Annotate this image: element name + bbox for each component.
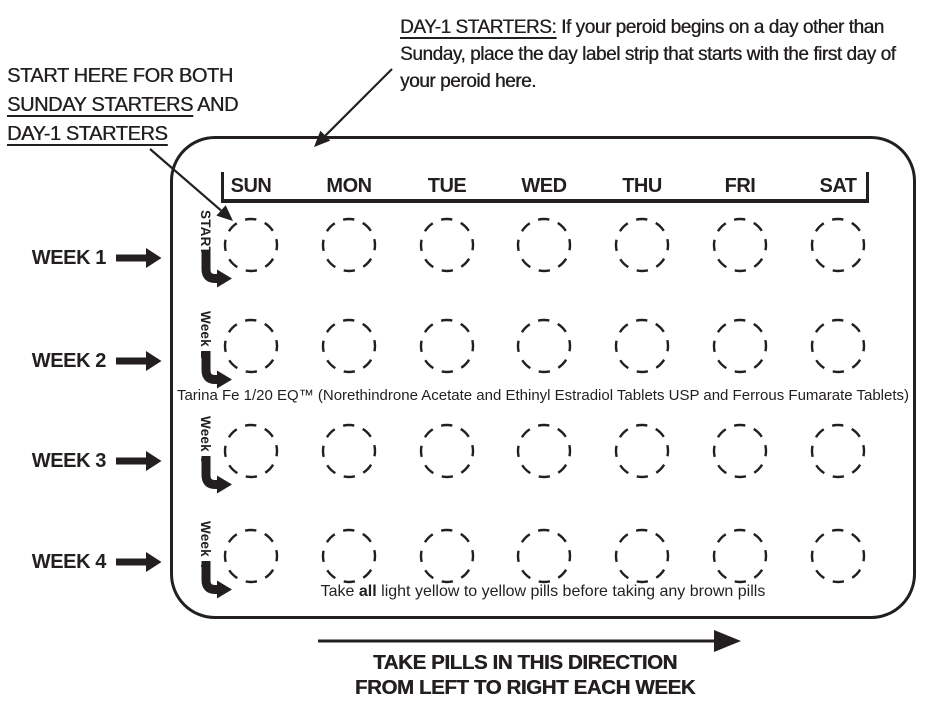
pill-slot <box>810 217 866 273</box>
pill-slot <box>223 318 279 374</box>
pill-slot <box>321 217 377 273</box>
pill-slot <box>516 528 572 584</box>
direction-line1: TAKE PILLS IN THIS DIRECTION <box>373 651 677 674</box>
strip-row-week2: Week 2 <box>192 311 238 391</box>
pill-slot <box>516 318 572 374</box>
start-here-line1: START HERE FOR BOTH <box>7 65 233 87</box>
pill-slot <box>712 318 768 374</box>
day1-starters-callout: DAY-1 STARTERS: If your peroid begins on… <box>400 17 896 92</box>
pill-slot <box>712 423 768 479</box>
week4-side-label: WEEK 4 <box>30 549 162 575</box>
direction-arrow-icon <box>318 630 741 652</box>
strip-label-week4: Week 4 <box>198 521 213 569</box>
strip-row-start: START <box>192 210 238 290</box>
pill-pack: SUN MON TUE WED THU FRI SAT START Week 2… <box>170 136 916 619</box>
week2-arrow-icon <box>116 351 162 371</box>
week3-arrow-icon <box>116 451 162 471</box>
header-right-tick <box>866 172 869 203</box>
pill-slot <box>223 423 279 479</box>
pill-slot <box>321 318 377 374</box>
week4-arrow-icon <box>116 552 162 572</box>
pill-slot <box>223 528 279 584</box>
pill-slot <box>516 217 572 273</box>
direction-line2: FROM LEFT TO RIGHT EACH WEEK <box>354 676 696 699</box>
day-header-mon: MON <box>326 175 372 197</box>
strip-row-week4: Week 4 <box>192 521 238 601</box>
pill-slot <box>614 318 670 374</box>
pill-slot <box>321 528 377 584</box>
pill-slot <box>321 423 377 479</box>
pill-slot <box>419 318 475 374</box>
header-left-tick <box>221 172 224 203</box>
strip-label-week2: Week 2 <box>198 311 213 359</box>
pill-slot <box>614 528 670 584</box>
pill-pack-inner: SUN MON TUE WED THU FRI SAT START Week 2… <box>170 136 916 619</box>
day-header-wed: WED <box>521 175 567 197</box>
start-here-line2: SUNDAY STARTERS AND <box>7 94 238 116</box>
strip-label-start: START <box>198 210 213 255</box>
week1-arrow-icon <box>116 248 162 268</box>
week2-side-label: WEEK 2 <box>30 348 162 374</box>
pill-slot <box>419 528 475 584</box>
day-header-tue: TUE <box>427 175 467 197</box>
start-here-callout: START HERE FOR BOTH SUNDAY STARTERS AND … <box>7 62 238 149</box>
day-header-rule <box>221 199 869 203</box>
week4-curved-arrow-icon <box>201 561 232 599</box>
day-header-sat: SAT <box>819 175 857 197</box>
pill-slot <box>614 217 670 273</box>
pill-slot <box>223 217 279 273</box>
strip-label-week3: Week 3 <box>198 416 213 464</box>
pill-order-note: Take all light yellow to yellow pills be… <box>320 583 766 600</box>
start-curved-arrow-icon <box>201 250 232 288</box>
week3-curved-arrow-icon <box>201 456 232 494</box>
pill-slot <box>419 217 475 273</box>
pill-slot <box>810 423 866 479</box>
start-here-line3: DAY-1 STARTERS <box>7 123 168 145</box>
pill-slot <box>712 217 768 273</box>
day-header-sun: SUN <box>230 175 272 197</box>
strip-row-week3: Week 3 <box>192 416 238 496</box>
pill-slot <box>712 528 768 584</box>
pill-grid <box>223 217 866 584</box>
pill-slot <box>419 423 475 479</box>
week3-side-label: WEEK 3 <box>30 448 162 474</box>
day-header-fri: FRI <box>724 175 756 197</box>
pill-slot <box>614 423 670 479</box>
week2-curved-arrow-icon <box>201 351 232 389</box>
pill-slot <box>810 318 866 374</box>
pill-slot <box>810 528 866 584</box>
week1-side-label: WEEK 1 <box>30 245 162 271</box>
product-name-line: Tarina Fe 1/20 EQ™ (Norethindrone Acetat… <box>176 387 910 404</box>
direction-instruction: TAKE PILLS IN THIS DIRECTION FROM LEFT T… <box>250 650 800 700</box>
pill-slot <box>516 423 572 479</box>
day-header-thu: THU <box>622 175 662 197</box>
